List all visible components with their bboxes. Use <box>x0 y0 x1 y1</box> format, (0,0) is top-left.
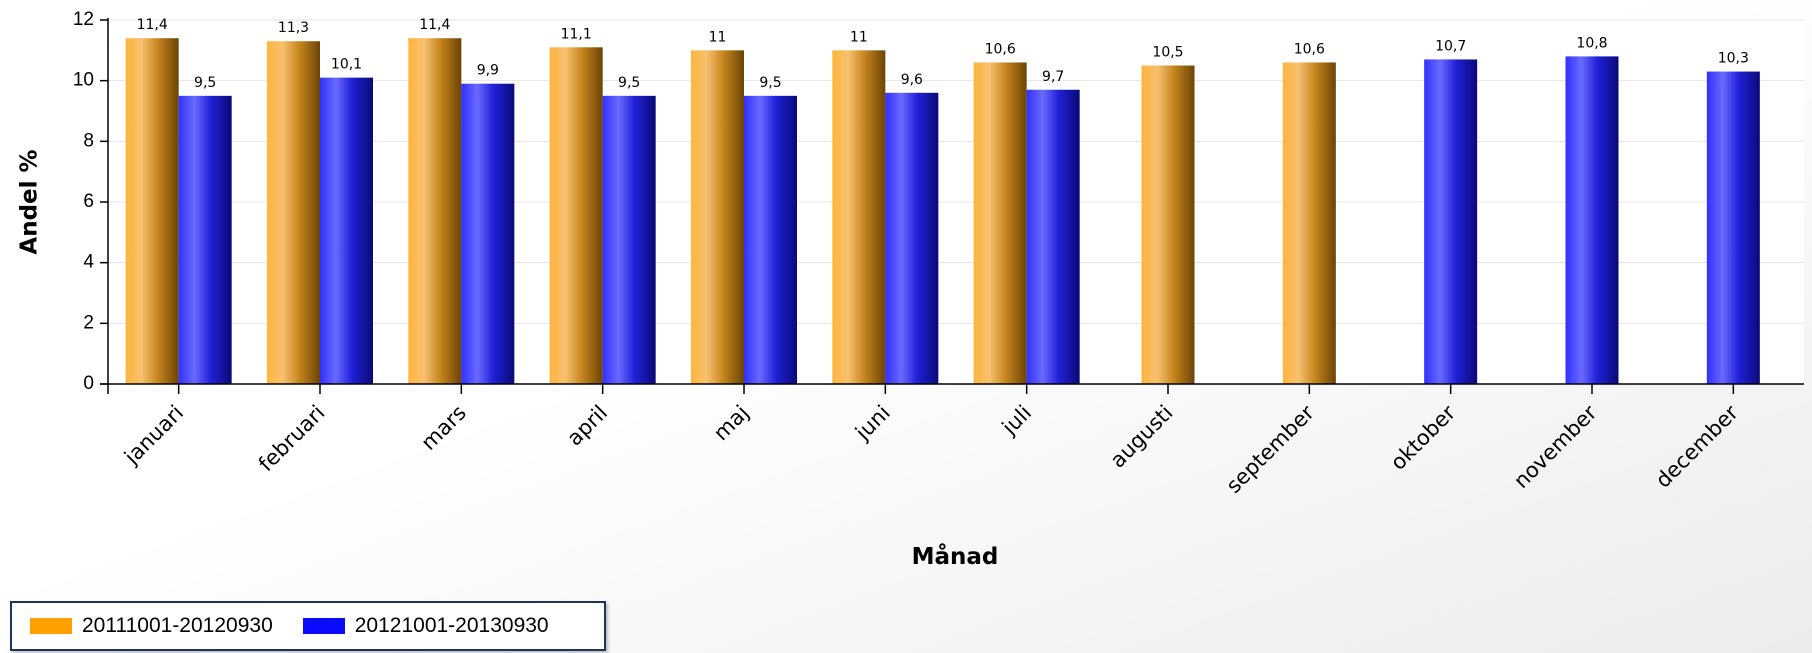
data-label-april-series-2: 9,5 <box>618 75 640 91</box>
bar-maj-series-2 <box>744 95 797 384</box>
bar-juli-series-2 <box>1026 89 1080 385</box>
x-tick-label-december: december <box>1651 400 1743 492</box>
data-label-september-series-1: 10,6 <box>1294 41 1325 57</box>
x-tick-label-november: november <box>1509 400 1602 493</box>
data-label-juni-series-1: 11 <box>850 29 868 45</box>
x-tick-label-augusti: augusti <box>1106 401 1178 473</box>
bar-februari-series-1 <box>267 41 320 384</box>
y-axis-title: Andel % <box>17 149 43 254</box>
bar-februari-series-2 <box>320 77 373 384</box>
data-label-januari-series-1: 11,4 <box>137 17 168 33</box>
data-label-december-series-2: 10,3 <box>1718 51 1749 67</box>
y-tick-label-6: 6 <box>83 191 94 212</box>
legend-item-series-2: 20121001-20130930 <box>302 614 549 638</box>
data-label-mars-series-2: 9,9 <box>477 63 499 79</box>
x-tick-label-april: april <box>562 401 612 451</box>
axes <box>100 18 1804 394</box>
y-tick-label-4: 4 <box>83 252 94 273</box>
data-label-oktober-series-2: 10,7 <box>1435 38 1466 54</box>
y-tick-label-12: 12 <box>73 9 94 30</box>
bar-september-series-1 <box>1282 62 1336 384</box>
data-label-maj-series-1: 11 <box>709 29 727 45</box>
gridlines <box>108 19 1804 324</box>
bar-april-series-2 <box>602 95 656 384</box>
y-tick-label-0: 0 <box>83 373 94 394</box>
data-label-november-series-2: 10,8 <box>1576 35 1607 51</box>
bar-maj-series-1 <box>691 50 744 384</box>
legend-label-series-1: 20111001-20120930 <box>82 614 273 637</box>
data-label-januari-series-2: 9,5 <box>194 75 216 91</box>
x-tick-label-juli: juli <box>997 401 1036 440</box>
data-label-juli-series-1: 10,6 <box>985 41 1016 57</box>
data-label-augusti-series-1: 10,5 <box>1152 45 1183 61</box>
x-axis-title: Månad <box>912 543 999 570</box>
x-tick-label-maj: maj <box>709 401 754 446</box>
bars <box>125 38 1760 385</box>
data-label-februari-series-1: 11,3 <box>278 20 309 36</box>
bar-april-series-1 <box>549 47 603 385</box>
bar-juli-series-1 <box>973 62 1027 384</box>
legend: 20111001-20120930 20121001-20130930 <box>10 601 606 651</box>
data-label-juli-series-2: 9,7 <box>1042 69 1064 85</box>
x-tick-label-mars: mars <box>416 401 470 455</box>
y-tick-label-10: 10 <box>73 70 94 91</box>
y-tick-label-2: 2 <box>83 312 94 333</box>
x-tick-label-oktober: oktober <box>1386 400 1460 474</box>
bar-december-series-2 <box>1706 71 1760 385</box>
data-label-maj-series-2: 9,5 <box>759 75 781 91</box>
data-label-februari-series-2: 10,1 <box>331 57 362 73</box>
data-label-mars-series-1: 11,4 <box>419 17 450 33</box>
bar-januari-series-2 <box>178 95 232 384</box>
data-label-juni-series-2: 9,6 <box>901 72 923 88</box>
bar-augusti-series-1 <box>1141 65 1195 384</box>
legend-item-series-1: 20111001-20120930 <box>30 614 273 638</box>
legend-swatch-series-2 <box>302 618 345 634</box>
x-tick-label-juni: juni <box>850 401 895 446</box>
x-tick-label-september: september <box>1222 400 1320 498</box>
x-tick-label-februari: februari <box>254 401 330 477</box>
bar-oktober-series-2 <box>1424 59 1478 384</box>
bar-juni-series-1 <box>832 50 886 384</box>
bar-januari-series-1 <box>125 38 179 384</box>
bar-mars-series-2 <box>461 83 515 384</box>
y-tick-label-8: 8 <box>83 130 94 151</box>
data-label-april-series-1: 11,1 <box>561 26 592 42</box>
x-tick-label-januari: januari <box>119 401 188 470</box>
bar-juni-series-2 <box>885 92 939 385</box>
bar-november-series-2 <box>1565 56 1619 385</box>
legend-label-series-2: 20121001-20130930 <box>354 614 549 637</box>
legend-swatch-series-1 <box>30 618 72 634</box>
bar-mars-series-1 <box>408 38 462 384</box>
bar-chart: 0 2 4 6 8 10 12 11,4 11,3 11,4 11,1 11 11 10,6 10,5 10,… <box>17 9 1804 570</box>
